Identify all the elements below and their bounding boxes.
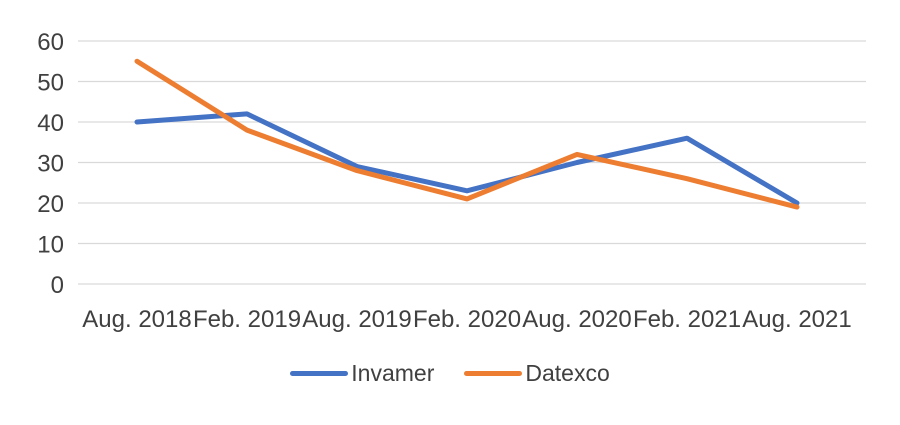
y-tick-label-10: 10 — [37, 232, 64, 259]
y-tick-label-0: 0 — [51, 272, 64, 299]
legend-label-datexco: Datexco — [525, 359, 610, 386]
y-tick-label-50: 50 — [37, 70, 64, 97]
x-tick-label-6: Aug. 2021 — [742, 306, 851, 333]
y-tick-label-20: 20 — [37, 191, 64, 218]
legend: Invamer Datexco — [0, 359, 900, 387]
y-tick-label-60: 60 — [37, 29, 64, 56]
x-tick-label-4: Aug. 2020 — [522, 306, 631, 333]
x-tick-label-3: Feb. 2020 — [413, 306, 521, 333]
invamer-line-swatch — [290, 370, 349, 376]
x-tick-label-5: Feb. 2021 — [633, 306, 741, 333]
x-tick-label-0: Aug. 2018 — [82, 306, 191, 333]
x-tick-label-2: Aug. 2019 — [302, 306, 411, 333]
legend-item-datexco: Datexco — [464, 359, 610, 386]
x-tick-label-1: Feb. 2019 — [193, 306, 301, 333]
datexco-line-swatch — [464, 370, 523, 376]
legend-item-invamer: Invamer — [290, 359, 435, 386]
y-tick-label-30: 30 — [37, 151, 64, 178]
y-tick-label-40: 40 — [37, 110, 64, 137]
datexco-line — [134, 58, 800, 210]
invamer-line — [134, 111, 800, 206]
legend-label-invamer: Invamer — [351, 359, 435, 386]
